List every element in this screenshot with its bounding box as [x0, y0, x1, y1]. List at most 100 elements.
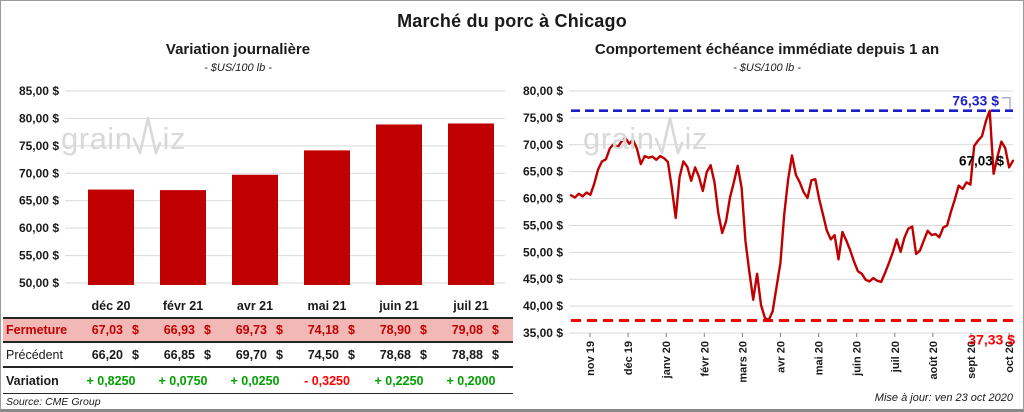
currency: $ — [492, 347, 499, 362]
precedent-value: 78,88 $ — [435, 348, 507, 362]
x-tick-label: mai 20 — [814, 341, 826, 375]
bar — [232, 174, 278, 285]
value: 66,85 — [163, 347, 195, 362]
x-tick-label: juil 20 — [890, 341, 902, 373]
table-col-header: juil 21 — [453, 299, 489, 313]
variation-value: + 0,0250 — [230, 373, 280, 388]
x-tick-label: mars 20 — [737, 341, 749, 383]
y-tick-label: 40,00 $ — [523, 299, 563, 313]
currency: $ — [204, 347, 211, 362]
currency: $ — [420, 323, 427, 337]
row-label: Fermeture — [6, 323, 68, 337]
variation-value: + 0,2250 — [374, 373, 424, 388]
value: 69,73 — [235, 323, 267, 337]
fermeture-value: 74,18 $ — [291, 323, 363, 337]
fermeture-value: 78,90 $ — [363, 323, 435, 337]
fermeture-value: 67,03 $ — [75, 323, 147, 337]
row-label: Précédent — [6, 347, 63, 362]
label-connector — [1002, 97, 1011, 109]
precedent-value: 66,85 $ — [147, 348, 219, 362]
precedent-value: 74,50 $ — [291, 348, 363, 362]
variation-value: + 0,8250 — [86, 373, 136, 388]
variation-value: + 0,2000 — [446, 373, 496, 388]
daily-variation-panel: Variation journalière - $US/100 lb - 85,… — [3, 1, 513, 409]
table-col-header: févr 21 — [162, 299, 204, 313]
y-tick-label: 50,00 $ — [19, 276, 59, 290]
currency: $ — [276, 323, 283, 337]
value: 79,08 — [451, 323, 483, 337]
currency: $ — [276, 347, 283, 362]
y-tick-label: 50,00 $ — [523, 245, 563, 259]
y-tick-label: 45,00 $ — [523, 272, 563, 286]
value: 66,93 — [163, 323, 195, 337]
precedent-value: 66,20 $ — [75, 348, 147, 362]
bar-chart-subtitle: - $US/100 lb - — [204, 62, 272, 74]
x-tick-label: sept 20 — [966, 341, 978, 379]
table-row-fermeture: Fermeture 67,03 $ 66,93 $69,73 $74,18 $78,90 $7… — [3, 319, 513, 343]
table-row-precedent: Précédent 66,20 $66,85 $69,70 $74,50 $78,68 $7… — [3, 343, 513, 368]
y-tick-label: 75,00 $ — [523, 111, 563, 125]
value: 66,20 — [91, 347, 123, 362]
bar — [376, 124, 422, 285]
fermeture-value: 79,08 $ — [435, 323, 507, 337]
x-tick-label: août 20 — [928, 341, 940, 380]
y-tick-label: 70,00 $ — [523, 138, 563, 152]
table-row-variation: Variation + 0,8250 + 0,0750 + 0,0250 - 0,325… — [3, 368, 513, 394]
bar — [88, 189, 134, 285]
value: 78,88 — [451, 347, 483, 362]
variation-value: + 0,0750 — [158, 373, 208, 388]
fermeture-value: 69,73 $ — [219, 323, 291, 337]
source-note: Source: CME Group — [6, 396, 101, 408]
currency: $ — [420, 347, 427, 362]
resistance-label: 76,33 $ — [952, 93, 999, 109]
y-tick-label: 55,00 $ — [523, 218, 563, 232]
y-tick-label: 35,00 $ — [523, 326, 563, 340]
price-series — [569, 109, 1015, 322]
page-title: Marché du porc à Chicago — [397, 11, 627, 31]
table-col-header: juin 21 — [379, 299, 419, 313]
y-tick-label: 55,00 $ — [19, 249, 59, 263]
y-tick-label: 65,00 $ — [523, 165, 563, 179]
currency: $ — [132, 323, 139, 337]
line-chart: 80,00 $ 75,00 $ 70,00 $ 65,00 $ 60,00 $ 55,00… — [523, 84, 1016, 383]
bar — [304, 150, 350, 285]
fermeture-value: 66,93 $ — [147, 323, 219, 337]
value: 78,68 — [379, 347, 411, 362]
x-tick-label: déc 19 — [623, 341, 635, 375]
row-label: Variation — [6, 373, 59, 388]
precedent-value: 69,70 $ — [219, 348, 291, 362]
x-tick-label: oct 20 — [1004, 341, 1016, 373]
currency: $ — [348, 347, 355, 362]
y-tick-label: 60,00 $ — [523, 192, 563, 206]
x-tick-label: nov 19 — [585, 341, 597, 376]
currency: $ — [204, 323, 211, 337]
price-table: déc 20 févr 21 avr 21 mai 21 juin 21 juil 21 F… — [3, 295, 513, 409]
value: 74,50 — [307, 347, 339, 362]
bar-chart: 85,00 $ 80,00 $ 75,00 $ 70,00 $ 65,00 $ 60,00… — [19, 84, 505, 290]
value: 74,18 — [307, 323, 339, 337]
currency: $ — [132, 347, 139, 362]
value: 69,70 — [235, 347, 267, 362]
y-tick-label: 70,00 $ — [19, 166, 59, 180]
x-tick-label: févr 20 — [699, 341, 711, 376]
currency: $ — [348, 323, 355, 337]
y-tick-label: 80,00 $ — [19, 111, 59, 125]
line-chart-subtitle: - $US/100 lb - — [733, 62, 801, 74]
table-header-row: déc 20 févr 21 avr 21 mai 21 juin 21 juil 21 — [3, 295, 513, 319]
last-price-label: 67,03 $ — [959, 154, 1005, 169]
y-tick-label: 65,00 $ — [19, 194, 59, 208]
bar — [448, 123, 494, 285]
y-tick-label: 75,00 $ — [19, 139, 59, 153]
value: 78,90 — [379, 323, 411, 337]
table-col-header: déc 20 — [91, 299, 131, 313]
y-tick-label: 60,00 $ — [19, 221, 59, 235]
y-tick-label: 80,00 $ — [523, 84, 563, 98]
last-updated: Mise à jour: ven 23 oct 2020 — [874, 392, 1013, 404]
front-month-panel: Comportement échéance immédiate depuis 1… — [513, 1, 1021, 409]
support-label: 37,33 $ — [968, 331, 1015, 347]
x-tick-label: avr 20 — [776, 341, 788, 373]
y-tick-label: 85,00 $ — [19, 84, 59, 98]
bar-chart-title: Variation journalière — [165, 41, 311, 58]
variation-value: - 0,3250 — [304, 373, 350, 388]
